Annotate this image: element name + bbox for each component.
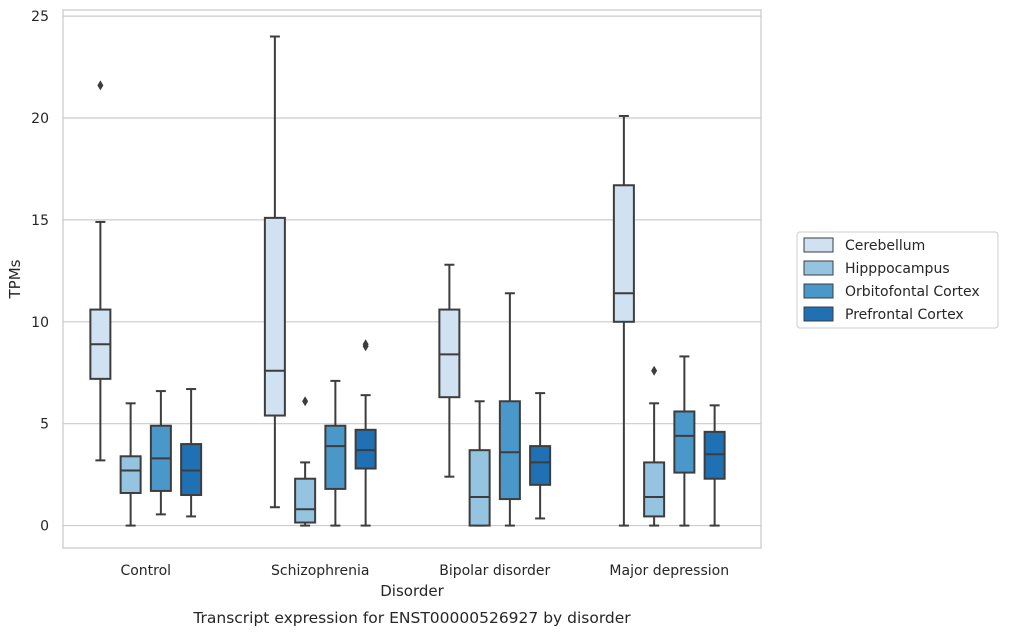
y-axis-ticks: 0 5 10 15 20 25 bbox=[31, 9, 49, 534]
box-iqr bbox=[498, 400, 521, 501]
legend-swatch bbox=[803, 306, 834, 322]
box-2-2 bbox=[498, 292, 521, 527]
legend-swatch bbox=[803, 283, 834, 299]
outlier-point bbox=[302, 396, 309, 407]
x-tick-label: Control bbox=[120, 563, 171, 579]
box-iqr bbox=[612, 184, 635, 323]
plot-area bbox=[63, 10, 761, 548]
box-iqr bbox=[354, 428, 377, 470]
box-iqr bbox=[180, 443, 203, 497]
box-3-1 bbox=[643, 365, 666, 527]
box-iqr bbox=[438, 308, 461, 399]
box-groups bbox=[89, 35, 726, 527]
box-2-1 bbox=[468, 400, 491, 527]
legend-label: Cerebellum bbox=[845, 238, 925, 254]
y-tick-label: 10 bbox=[31, 315, 49, 331]
box-iqr bbox=[294, 477, 317, 524]
box-0-0 bbox=[89, 80, 112, 462]
y-axis-label: TPMs bbox=[6, 259, 24, 299]
y-tick-label: 0 bbox=[40, 519, 49, 535]
box-0-1 bbox=[119, 402, 142, 527]
legend-label: Prefrontal Cortex bbox=[845, 307, 964, 323]
legend-label: Orbitofontal Cortex bbox=[845, 284, 980, 300]
y-tick-label: 5 bbox=[40, 417, 49, 433]
x-tick-label: Bipolar disorder bbox=[439, 563, 550, 579]
chart-caption: Transcript expression for ENST0000052692… bbox=[192, 609, 631, 627]
box-2-0 bbox=[438, 263, 461, 478]
box-1-3 bbox=[354, 339, 377, 527]
box-iqr bbox=[324, 424, 347, 490]
legend: Cerebellum Hipppocampus Orbitofontal Corte… bbox=[796, 231, 999, 329]
box-iqr bbox=[643, 461, 666, 518]
outlier-point bbox=[651, 365, 658, 376]
outlier-point bbox=[362, 339, 369, 350]
box-1-0 bbox=[263, 35, 286, 509]
box-iqr bbox=[263, 216, 286, 417]
box-iqr bbox=[673, 410, 696, 474]
box-1-2 bbox=[324, 379, 347, 527]
y-tick-label: 15 bbox=[31, 213, 49, 229]
outlier-point bbox=[97, 80, 104, 91]
box-3-0 bbox=[612, 114, 635, 527]
x-axis-label: Disorder bbox=[380, 582, 444, 600]
legend-label: Hipppocampus bbox=[845, 261, 950, 277]
box-iqr bbox=[119, 455, 142, 494]
legend-frame bbox=[796, 231, 999, 329]
box-3-2 bbox=[673, 355, 696, 527]
legend-swatch bbox=[803, 260, 834, 276]
gridlines bbox=[63, 15, 761, 527]
x-axis-ticks: Control Schizophrenia Bipolar disorder Majo… bbox=[120, 563, 729, 579]
box-iqr bbox=[468, 449, 491, 527]
box-2-3 bbox=[529, 392, 552, 520]
box-0-3 bbox=[180, 388, 203, 518]
plot-frame bbox=[62, 9, 762, 549]
y-tick-label: 20 bbox=[31, 111, 49, 127]
box-1-1 bbox=[294, 396, 317, 527]
legend-swatch bbox=[803, 237, 834, 253]
box-0-2 bbox=[149, 390, 172, 516]
x-tick-label: Schizophrenia bbox=[271, 563, 369, 579]
x-tick-label: Major depression bbox=[609, 563, 729, 579]
box-iqr bbox=[529, 445, 552, 486]
box-3-3 bbox=[703, 404, 726, 527]
y-tick-label: 25 bbox=[31, 9, 49, 25]
box-iqr bbox=[703, 430, 726, 480]
